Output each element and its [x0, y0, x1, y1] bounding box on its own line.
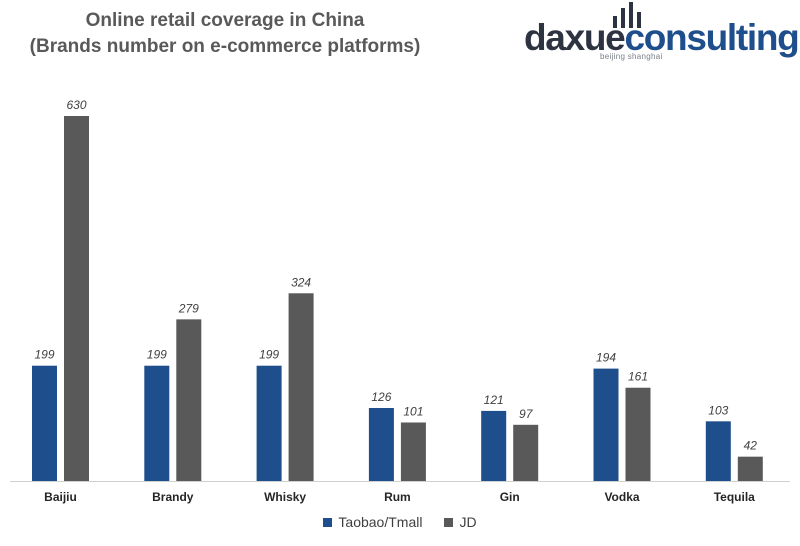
bar-vodka-jd [625, 387, 651, 481]
data-label-baijiu-taobao-tmall: 199 [34, 348, 54, 362]
chart-title: Online retail coverage in China (Brands … [0, 8, 450, 60]
bar-brandy-taobao-tmall [144, 365, 170, 481]
data-label-gin-jd: 97 [519, 407, 534, 421]
data-label-vodka-taobao-tmall: 194 [596, 351, 616, 365]
category-label-whisky: Whisky [264, 490, 306, 504]
bar-brandy-jd [176, 319, 202, 481]
logo-subtitle: beijing shanghai [600, 52, 663, 61]
bar-baijiu-taobao-tmall [32, 365, 57, 481]
category-label-vodka: Vodka [604, 490, 639, 504]
bar-gin-taobao-tmall [481, 410, 507, 481]
legend-item-jd: JD [444, 514, 477, 530]
chart-title-line2: (Brands number on e-commerce platforms) [29, 36, 421, 57]
data-label-tequila-taobao-tmall: 103 [708, 403, 728, 417]
bar-rum-taobao-tmall [368, 408, 394, 481]
category-label-tequila: Tequila [714, 490, 755, 504]
legend-swatch-jd [444, 517, 454, 527]
category-label-gin: Gin [500, 490, 520, 504]
category-label-brandy: Brandy [152, 490, 194, 504]
data-label-rum-jd: 101 [403, 404, 423, 418]
legend-label-jd: JD [459, 514, 477, 530]
data-label-vodka-jd: 161 [628, 370, 648, 384]
bar-vodka-taobao-tmall [593, 368, 619, 481]
legend-item-taobao: Taobao/Tmall [323, 514, 422, 530]
logo-wordmark: daxueconsulting [524, 17, 800, 58]
logo-word-consulting: consulting [624, 17, 799, 58]
data-label-whisky-jd: 324 [291, 275, 311, 289]
data-label-baijiu-jd: 630 [66, 98, 86, 112]
bar-gin-jd [513, 424, 539, 481]
legend-swatch-taobao [323, 517, 333, 527]
legend-label-taobao: Taobao/Tmall [338, 514, 423, 530]
bar-rum-jd [400, 422, 426, 481]
bar-whisky-jd [288, 293, 314, 481]
data-label-brandy-jd: 279 [178, 301, 199, 315]
data-label-gin-taobao-tmall: 121 [484, 393, 504, 407]
bar-tequila-jd [737, 456, 763, 481]
daxue-consulting-logo: daxueconsulting beijing shanghai [524, 2, 800, 64]
chart-legend: Taobao/Tmall JD [0, 514, 800, 530]
category-label-baijiu: Baijiu [44, 490, 77, 504]
bar-tequila-taobao-tmall [705, 421, 731, 481]
data-label-whisky-taobao-tmall: 199 [259, 348, 279, 362]
data-label-brandy-taobao-tmall: 199 [147, 348, 167, 362]
bar-baijiu-jd [64, 116, 89, 481]
data-label-rum-taobao-tmall: 126 [371, 390, 391, 404]
logo-bars-icon [613, 2, 653, 28]
logo-word-daxue: daxue [524, 17, 626, 58]
data-label-tequila-jd: 42 [744, 439, 758, 453]
bar-whisky-taobao-tmall [256, 365, 282, 481]
chart-title-line1: Online retail coverage in China [85, 10, 365, 31]
category-label-rum: Rum [384, 490, 411, 504]
